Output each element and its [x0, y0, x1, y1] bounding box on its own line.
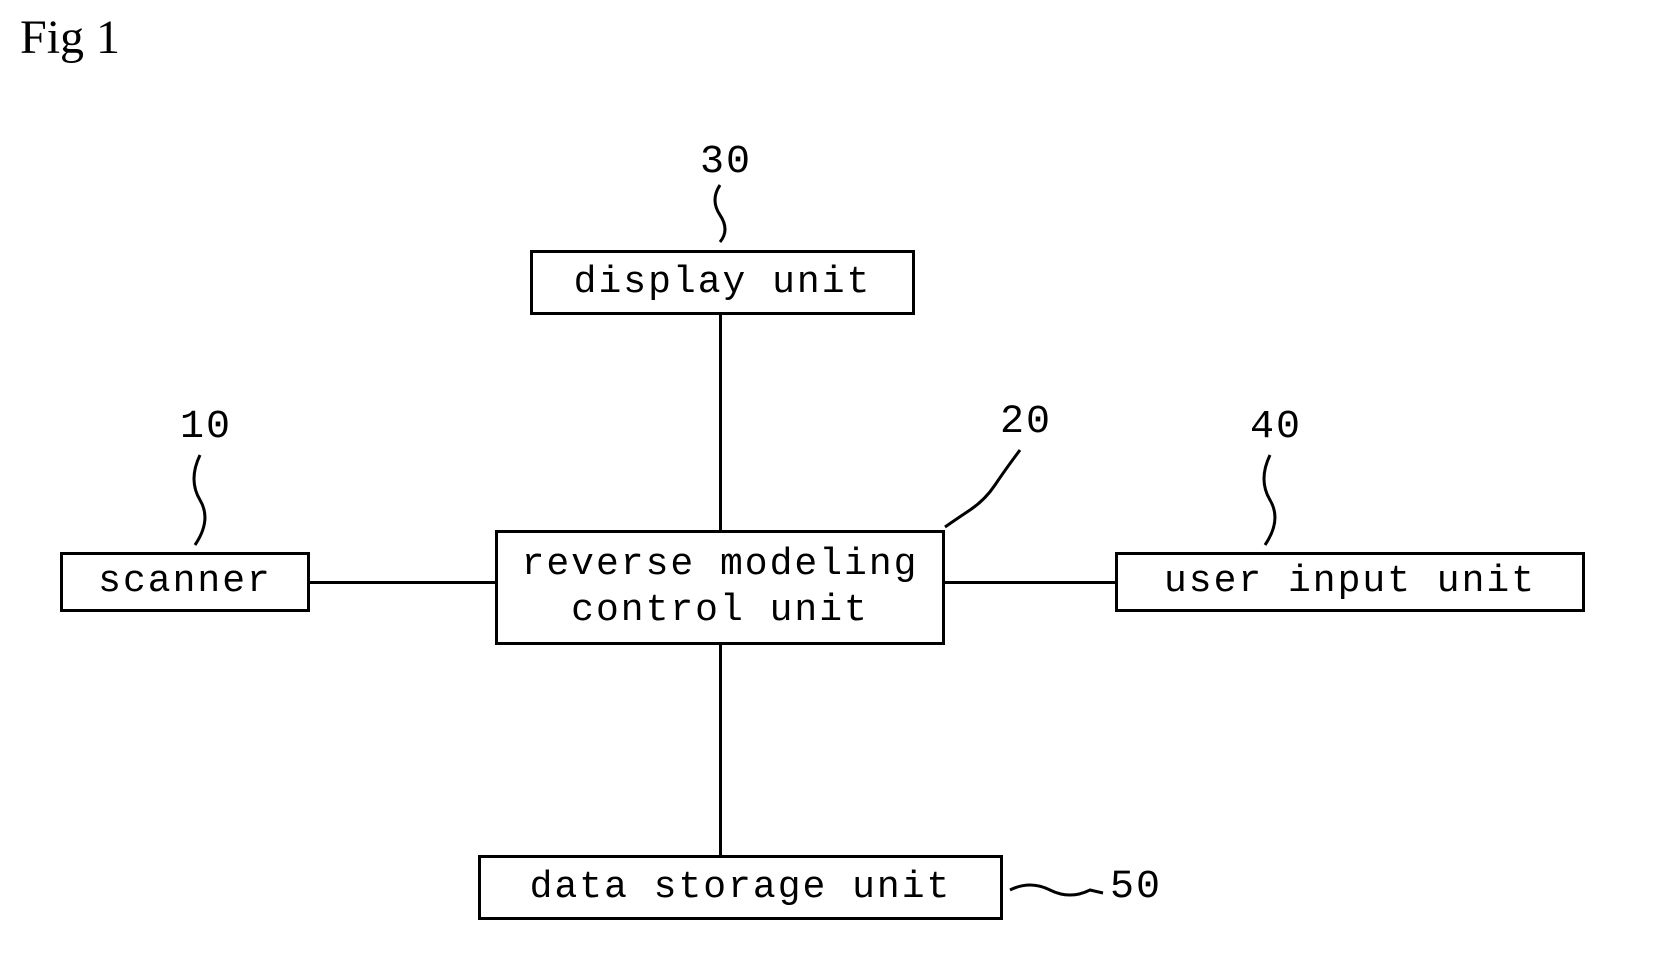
control-ref-number: 20 — [1000, 400, 1052, 445]
display-unit-box: display unit — [530, 250, 915, 315]
connector-center-userinput — [945, 581, 1115, 584]
control-unit-box: reverse modeling control unit — [495, 530, 945, 645]
connector-center-storage — [719, 645, 722, 855]
scanner-ref-number: 10 — [180, 405, 232, 450]
storage-ref-number: 50 — [1110, 865, 1162, 910]
storage-box: data storage unit — [478, 855, 1003, 920]
connector-display-center — [719, 315, 722, 530]
user-input-label: user input unit — [1164, 559, 1536, 605]
connector-scanner-center — [310, 581, 495, 584]
display-ref-connector — [700, 180, 740, 250]
userinput-ref-number: 40 — [1250, 405, 1302, 450]
userinput-ref-connector — [1250, 450, 1290, 550]
user-input-box: user input unit — [1115, 552, 1585, 612]
scanner-box: scanner — [60, 552, 310, 612]
scanner-label: scanner — [98, 559, 272, 605]
figure-title: Fig 1 — [20, 10, 120, 65]
display-ref-number: 30 — [700, 140, 752, 185]
storage-ref-connector — [1005, 875, 1105, 905]
storage-label: data storage unit — [530, 865, 952, 911]
display-unit-label: display unit — [574, 260, 872, 306]
control-unit-label-line2: control unit — [522, 588, 919, 634]
scanner-ref-connector — [180, 450, 220, 550]
control-ref-connector — [940, 445, 1030, 535]
control-unit-label-line1: reverse modeling — [522, 542, 919, 588]
